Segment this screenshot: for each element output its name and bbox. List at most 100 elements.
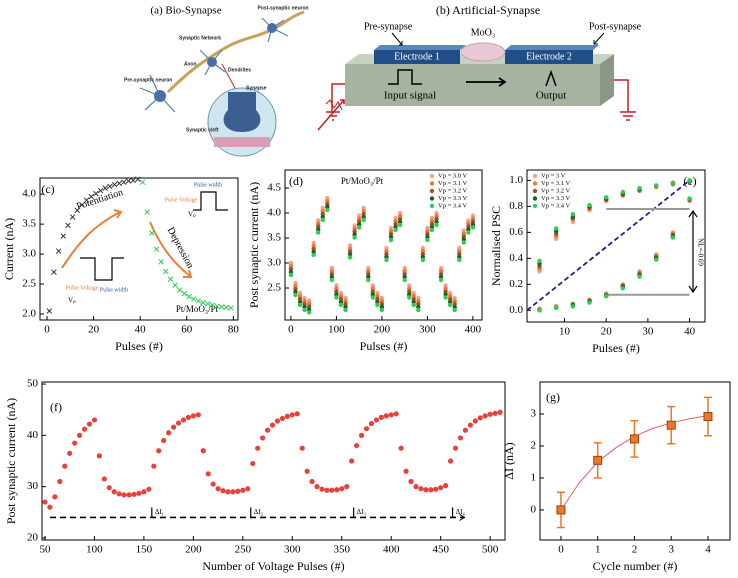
- x-tick-label: 80: [228, 324, 240, 336]
- diagram-label: Post-synaptic neuron: [257, 5, 308, 11]
- y-tick-label: 3.5: [267, 232, 281, 244]
- data-point: [703, 412, 713, 422]
- substrate-front: [345, 64, 600, 106]
- legend-swatch: [532, 173, 538, 179]
- electrode: [505, 50, 593, 64]
- data-point: [306, 310, 312, 315]
- data-point: [156, 448, 162, 454]
- data-point: [170, 424, 177, 430]
- annotation: Pulse Voltage: [66, 285, 99, 291]
- arrow: [391, 32, 403, 46]
- annotation: Vₚ: [188, 211, 196, 219]
- data-point: [553, 305, 559, 310]
- x-tick-label: 450: [432, 544, 449, 556]
- data-point: [408, 478, 414, 485]
- output-label: Output: [536, 90, 567, 102]
- x-tick-label: 40: [135, 324, 147, 336]
- output-spike: [545, 69, 557, 87]
- data-point: [195, 412, 201, 418]
- y-tick-label: 0: [531, 503, 537, 515]
- data-point: [375, 302, 380, 308]
- data-point: [434, 222, 439, 228]
- panel-title: (a) Bio-Synapse: [150, 5, 221, 17]
- material-label: MoO₃: [471, 27, 496, 38]
- annotation: Pulse Voltage: [165, 197, 198, 203]
- electrode-top: [374, 45, 466, 50]
- x-axis-label: Number of Voltage Pulses (#): [202, 559, 344, 573]
- data-point: [225, 489, 231, 495]
- annotation: NL=-0.69: [696, 238, 704, 266]
- diagram-label: Synaptic cleft: [186, 127, 219, 133]
- data-point: [570, 304, 576, 309]
- data-point: [136, 490, 142, 496]
- data-point: [379, 307, 385, 313]
- data-point: [214, 303, 220, 309]
- data-point: [443, 483, 449, 489]
- data-point: [553, 226, 559, 231]
- data-point: [293, 292, 298, 298]
- data-point: [47, 504, 53, 510]
- x-axis-label: Cycle number (#): [593, 559, 678, 573]
- data-point: [314, 484, 320, 490]
- data-point: [352, 235, 357, 240]
- data-point: [131, 491, 137, 497]
- legend-label: Vp = 3.4 V: [438, 202, 467, 209]
- data-point: [358, 432, 365, 438]
- dendrites: [261, 17, 289, 43]
- data-point: [166, 430, 172, 436]
- y-tick-label: 40: [27, 429, 39, 441]
- data-point: [428, 487, 434, 493]
- y-tick-label: 2.0: [22, 308, 36, 320]
- legend-swatch: [532, 188, 538, 194]
- data-point: [329, 487, 335, 493]
- data-point: [447, 458, 454, 464]
- y-tick-label: 2.5: [22, 278, 36, 290]
- axon: [166, 10, 305, 94]
- data-point: [637, 185, 642, 191]
- panel-label: (d): [289, 174, 303, 188]
- delta-label: ΔI₁: [155, 508, 164, 516]
- postsynaptic-membrane: [214, 137, 270, 147]
- data-point: [403, 468, 409, 474]
- data-point: [302, 307, 307, 313]
- data-point: [288, 272, 294, 278]
- data-point: [42, 499, 48, 505]
- data-point: [349, 458, 355, 464]
- data-point: [135, 176, 141, 182]
- data-point: [151, 463, 157, 469]
- y-tick-label: 50: [27, 378, 39, 390]
- data-point: [347, 255, 353, 260]
- data-point: [398, 445, 404, 451]
- data-point: [487, 411, 493, 417]
- data-point: [245, 486, 251, 492]
- data-point: [111, 489, 117, 495]
- data-point: [325, 207, 330, 213]
- x-tick-label: 400: [465, 324, 482, 336]
- electrode-top: [505, 45, 599, 50]
- data-point: [139, 179, 146, 185]
- panel-c-annotations: Potentiation Depression Pt/MoO₃/Pt Pulse…: [61, 182, 228, 314]
- data-point: [250, 460, 256, 467]
- panel-label: (f): [50, 400, 62, 414]
- diagram-label: Dendrites: [228, 67, 251, 73]
- data-point: [264, 427, 271, 433]
- data-point: [144, 209, 150, 215]
- data-point: [279, 415, 286, 422]
- data-point: [69, 214, 76, 220]
- dendrites: [199, 49, 226, 76]
- plot-frame: [284, 169, 483, 321]
- data-point: [130, 177, 136, 184]
- input-circuit: [317, 83, 345, 131]
- data-point: [146, 486, 152, 492]
- y-tick-label: 4.0: [267, 207, 281, 219]
- chart-subtitle: Pt/MoO₃/Pt: [341, 176, 384, 186]
- panel-e-annotations: NL=-0.69: [688, 209, 704, 294]
- x-tick-label: 200: [374, 324, 391, 336]
- data-point: [452, 445, 459, 451]
- data-point: [570, 211, 576, 217]
- legend-label: Vp = 3 V: [541, 172, 566, 179]
- trend-arrow: [61, 211, 121, 269]
- y-axis-label: Normalised PSC: [489, 206, 503, 286]
- synapse-terminal: [223, 92, 261, 132]
